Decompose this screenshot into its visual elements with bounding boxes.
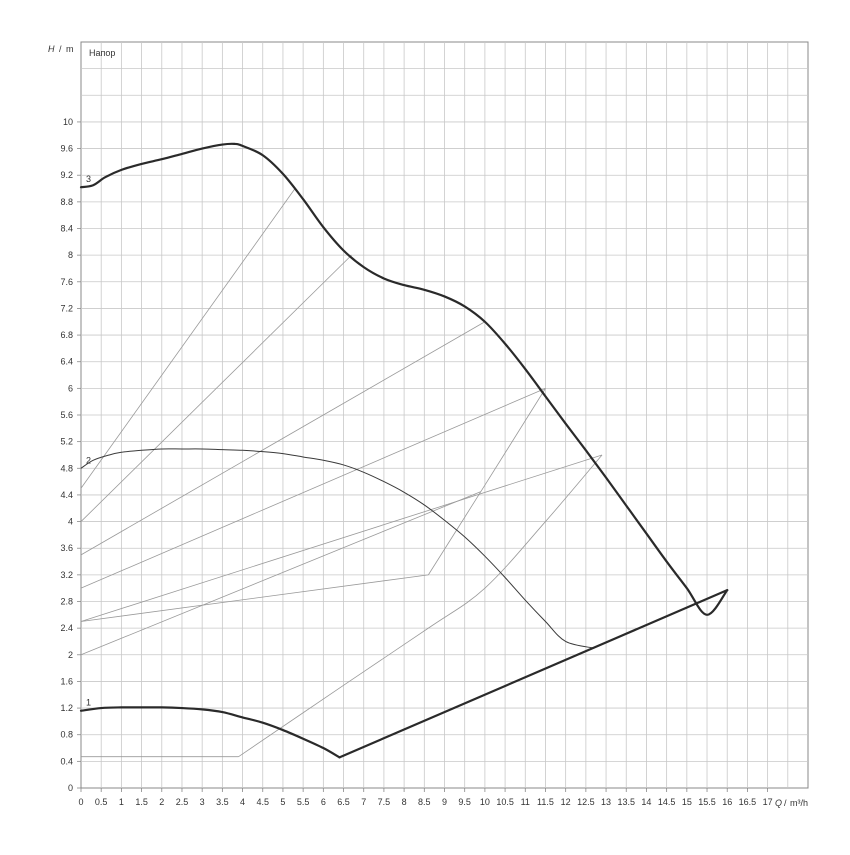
y-tick-label: 7.6 xyxy=(60,277,73,287)
x-tick-label: 2 xyxy=(159,797,164,807)
x-tick-label: 10.5 xyxy=(496,797,514,807)
x-axis-symbol: Q xyxy=(775,798,782,808)
x-tick-label: 8 xyxy=(402,797,407,807)
x-tick-label: 8.5 xyxy=(418,797,431,807)
x-tick-label: 14 xyxy=(641,797,651,807)
aux-line xyxy=(80,188,296,489)
y-tick-label: 6.4 xyxy=(60,357,73,367)
y-tick-label: 9.6 xyxy=(60,144,73,154)
y-tick-label: 10 xyxy=(63,117,73,127)
y-tick-label: 8.4 xyxy=(60,224,73,234)
aux-line xyxy=(80,321,486,556)
y-tick-label: 0.8 xyxy=(60,730,73,740)
aux-line xyxy=(80,491,482,656)
y-tick-label: 3.6 xyxy=(60,543,73,553)
x-tick-label: 11 xyxy=(521,797,530,807)
y-tick-label: 0 xyxy=(68,783,73,793)
x-tick-label: 6 xyxy=(321,797,326,807)
x-tick-label: 16 xyxy=(722,797,732,807)
y-tick-label: 9.2 xyxy=(60,170,73,180)
grid xyxy=(81,42,808,788)
y-tick-label: 4.8 xyxy=(60,463,73,473)
auxiliary-lines xyxy=(80,188,603,758)
y-axis-label: H / m xyxy=(48,44,74,54)
x-tick-label: 1.5 xyxy=(135,797,148,807)
y-tick-label: 2.4 xyxy=(60,623,73,633)
series-label: 2 xyxy=(86,455,91,465)
x-tick-label: 15 xyxy=(682,797,692,807)
x-tick-label: 14.5 xyxy=(658,797,676,807)
y-tick-label: 0.4 xyxy=(60,756,73,766)
x-tick-label: 17 xyxy=(763,797,773,807)
y-tick-label: 8 xyxy=(68,250,73,260)
x-tick-label: 5.5 xyxy=(297,797,310,807)
x-tick-label: 3 xyxy=(200,797,205,807)
y-tick-label: 5.2 xyxy=(60,437,73,447)
x-axis-unit: m³/h xyxy=(790,798,808,808)
x-tick-label: 11.5 xyxy=(537,797,554,807)
y-axis-unit: m xyxy=(66,44,74,54)
x-tick-label: 0 xyxy=(78,797,83,807)
x-tick-label: 6.5 xyxy=(337,797,350,807)
aux-line xyxy=(80,387,546,589)
y-tick-label: 4.4 xyxy=(60,490,73,500)
y-tick-label: 4 xyxy=(68,517,73,527)
y-axis-symbol: H xyxy=(48,44,55,54)
x-tick-label: 2.5 xyxy=(176,797,189,807)
y-tick-label: 1.6 xyxy=(60,676,73,686)
aux-line xyxy=(238,454,603,758)
x-tick-label: 3.5 xyxy=(216,797,229,807)
aux-line xyxy=(428,388,546,576)
x-tick-label: 0.5 xyxy=(95,797,108,807)
aux-line xyxy=(80,254,352,522)
aux-line xyxy=(80,454,603,622)
chart-title: Напор xyxy=(89,48,115,58)
x-tick-label: 1 xyxy=(119,797,124,807)
x-tick-label: 16.5 xyxy=(739,797,757,807)
x-tick-label: 12.5 xyxy=(577,797,595,807)
x-axis-label: Q / m³/h xyxy=(775,798,808,808)
x-tick-label: 9 xyxy=(442,797,447,807)
envelope-line xyxy=(338,589,729,759)
y-tick-label: 7.2 xyxy=(60,303,73,313)
x-tick-label: 10 xyxy=(480,797,490,807)
x-tick-label: 4 xyxy=(240,797,245,807)
y-tick-label: 8.8 xyxy=(60,197,73,207)
x-tick-label: 9.5 xyxy=(458,797,471,807)
series-line-2 xyxy=(80,448,595,649)
y-tick-label: 5.6 xyxy=(60,410,73,420)
series-line-3 xyxy=(79,142,729,616)
y-tick-label: 2 xyxy=(68,650,73,660)
series-label: 1 xyxy=(86,698,91,708)
x-tick-label: 13.5 xyxy=(617,797,635,807)
x-tick-label: 5 xyxy=(280,797,285,807)
x-tick-label: 7.5 xyxy=(378,797,391,807)
x-tick-label: 13 xyxy=(601,797,611,807)
tick-labels: 0 0.5 1 1.5 2 2.5 3 3.5 4 4.5 5 5.5 6 6.5 7 7.5 8 8.5 9 9.5… xyxy=(60,117,772,807)
series-label: 3 xyxy=(86,174,91,184)
x-tick-label: 4.5 xyxy=(256,797,269,807)
x-tick-label: 12 xyxy=(561,797,571,807)
y-tick-label: 6.8 xyxy=(60,330,73,340)
x-axis-sep: / xyxy=(784,798,787,808)
y-tick-label: 2.8 xyxy=(60,597,73,607)
series-layer: 1 2 3 xyxy=(79,142,729,759)
series-line-1 xyxy=(79,706,341,759)
y-tick-label: 3.2 xyxy=(60,570,73,580)
x-tick-label: 7 xyxy=(361,797,366,807)
y-tick-label: 1.2 xyxy=(60,703,73,713)
x-tick-label: 15.5 xyxy=(698,797,716,807)
y-tick-label: 6 xyxy=(68,383,73,393)
aux-line xyxy=(80,574,429,622)
y-axis-sep: / xyxy=(59,44,62,54)
